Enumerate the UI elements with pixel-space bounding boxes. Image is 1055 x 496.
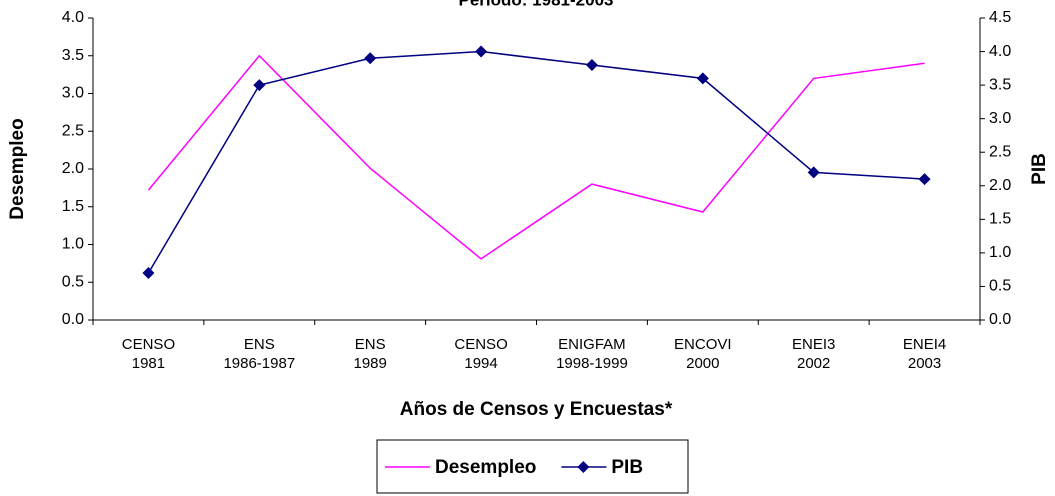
marker xyxy=(577,461,590,473)
y-tick-label: 2.0 xyxy=(62,160,84,177)
y2-tick-label: 0.5 xyxy=(989,278,1011,295)
x-tick-label: ENS 1986-1987 xyxy=(223,336,296,372)
marker xyxy=(364,52,377,65)
y2-tick-label: 2.0 xyxy=(989,177,1011,194)
y-tick-label: 4.0 xyxy=(62,9,84,26)
y2-tick-label: 2.5 xyxy=(989,143,1011,160)
y-tick-label: 3.0 xyxy=(62,85,84,102)
x-tick-label: ENS 1989 xyxy=(353,336,387,372)
marker xyxy=(475,45,488,58)
x-tick-label: CENSO 1994 xyxy=(454,336,508,372)
x-tick-label: ENCOVI 2000 xyxy=(674,336,732,372)
x-axis-label: Años de Censos y Encuestas* xyxy=(400,399,673,420)
y-tick-label: 2.5 xyxy=(62,122,84,139)
marker xyxy=(807,166,820,179)
y2-tick-label: 0.0 xyxy=(989,311,1011,328)
y2-axis-label: PIB xyxy=(1029,153,1050,185)
y2-tick-label: 3.0 xyxy=(989,110,1011,127)
marker xyxy=(585,58,598,71)
x-tick-label: ENEI4 2003 xyxy=(902,336,947,372)
legend-label: PIB xyxy=(611,457,643,478)
marker xyxy=(253,79,266,92)
y2-tick-label: 4.0 xyxy=(989,43,1011,60)
x-tick-label: ENIGFAM 1998-1999 xyxy=(556,336,628,372)
y-tick-label: 1.5 xyxy=(62,198,84,215)
y-tick-label: 3.5 xyxy=(62,47,84,64)
x-tick-label: ENEI3 2002 xyxy=(792,336,836,372)
y2-tick-label: 1.0 xyxy=(989,244,1011,261)
y-tick-label: 0.5 xyxy=(62,273,84,290)
x-tick-label: CENSO 1981 xyxy=(121,336,176,372)
y-axis-label: Desempleo xyxy=(7,118,28,219)
legend-label: Desempleo xyxy=(435,457,536,478)
series-line xyxy=(147,54,925,260)
marker xyxy=(142,267,155,280)
y2-tick-label: 3.5 xyxy=(989,76,1011,93)
marker xyxy=(918,173,931,186)
chart-title: Período: 1981-2003 xyxy=(459,0,614,9)
y-tick-label: 0.0 xyxy=(62,311,84,328)
y2-tick-label: 1.5 xyxy=(989,211,1011,228)
y-tick-label: 1.0 xyxy=(62,236,84,253)
marker xyxy=(696,72,709,85)
y2-tick-label: 4.5 xyxy=(989,9,1011,26)
series-line xyxy=(147,50,925,274)
